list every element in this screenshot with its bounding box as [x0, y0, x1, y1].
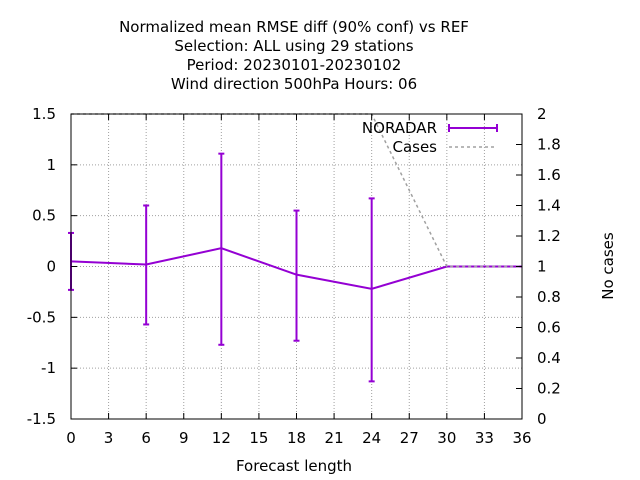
x-tick-label: 33 [475, 429, 494, 447]
y-tick-label: -1.5 [27, 410, 56, 428]
x-tick-label: 12 [212, 429, 231, 447]
y2-tick-label: 0.6 [537, 319, 561, 337]
axis-ticks: 0 3 6 9 12 15 18 21 24 27 30 33 36-1.5-1-0.500.511.5… [27, 105, 561, 447]
x-tick-label: 0 [66, 429, 76, 447]
title-line-3: Period: 20230101-20230102 [187, 56, 402, 74]
legend-label: Cases [392, 138, 437, 156]
x-tick-label: 18 [287, 429, 306, 447]
title-line-4: Wind direction 500hPa Hours: 06 [171, 75, 417, 93]
y-tick-label: -0.5 [27, 308, 56, 326]
x-axis-label: Forecast length [236, 457, 352, 475]
y-tick-label: 0.5 [32, 207, 56, 225]
y-tick-label: 1.5 [32, 105, 56, 123]
title-line-1: Normalized mean RMSE diff (90% conf) vs … [119, 18, 469, 36]
x-tick-label: 24 [362, 429, 381, 447]
y2-tick-label: 1 [537, 258, 547, 276]
x-tick-label: 27 [400, 429, 419, 447]
y-tick-label: 0 [46, 258, 56, 276]
y2-axis-label: No cases [599, 232, 617, 300]
y2-tick-label: 1.6 [537, 166, 561, 184]
plot-series [68, 113, 522, 383]
y-tick-label: -1 [41, 359, 56, 377]
y2-tick-label: 0.4 [537, 349, 561, 367]
x-tick-label: 36 [512, 429, 531, 447]
x-tick-label: 6 [141, 429, 151, 447]
title-line-2: Selection: ALL using 29 stations [174, 37, 413, 55]
y2-tick-label: 1.4 [537, 197, 561, 215]
y-tick-label: 1 [46, 156, 56, 174]
x-tick-label: 30 [437, 429, 456, 447]
x-tick-label: 9 [179, 429, 189, 447]
chart-title: Normalized mean RMSE diff (90% conf) vs … [119, 18, 469, 93]
y2-tick-label: 0.8 [537, 288, 561, 306]
legend-label: NORADAR [362, 119, 437, 137]
x-tick-label: 15 [249, 429, 268, 447]
y2-tick-label: 0 [537, 410, 547, 428]
cases-line [71, 113, 522, 268]
x-tick-label: 3 [104, 429, 114, 447]
y2-tick-label: 0.2 [537, 380, 561, 398]
y2-tick-label: 1.8 [537, 136, 561, 154]
y2-tick-label: 2 [537, 105, 547, 123]
y2-tick-label: 1.2 [537, 227, 561, 245]
x-tick-label: 21 [325, 429, 344, 447]
